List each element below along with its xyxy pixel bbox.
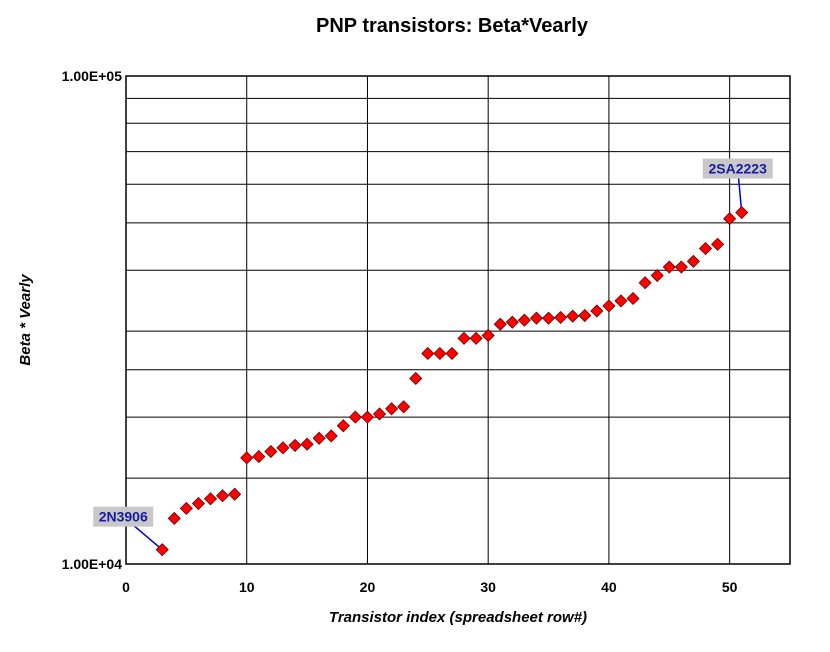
data-point (360, 410, 375, 424)
data-point (650, 268, 664, 283)
data-point (517, 313, 531, 327)
x-tick-label: 30 (480, 579, 496, 595)
data-point (240, 451, 254, 465)
data-point (590, 304, 604, 318)
data-point (529, 311, 544, 325)
data-point (505, 315, 519, 329)
gridlines (125, 75, 790, 565)
tick-labels: 0 10 20 30 40 50 1.00E+04 1.00E+05 (62, 68, 738, 595)
data-point (179, 501, 193, 515)
data-point (578, 308, 592, 323)
data-point (397, 400, 411, 414)
data-markers (155, 205, 749, 557)
data-point (276, 441, 290, 455)
data-point (155, 543, 169, 557)
data-point (674, 260, 688, 274)
annotations: 2N3906 2SA2223 (93, 158, 773, 551)
data-point (191, 496, 206, 511)
data-point (698, 241, 713, 256)
data-point (566, 309, 580, 323)
x-tick-label: 10 (239, 579, 255, 595)
data-point (614, 294, 628, 308)
annotation-box (93, 506, 154, 527)
data-point (602, 299, 616, 313)
data-point (457, 331, 471, 345)
data-point (662, 260, 676, 274)
data-point (203, 492, 218, 506)
data-point (252, 450, 266, 464)
x-tick-label: 20 (360, 579, 376, 595)
data-point (312, 431, 326, 445)
annotation-box (702, 158, 773, 179)
data-point (710, 237, 725, 251)
annotation-label: 2SA2223 (709, 161, 768, 177)
data-point (216, 489, 230, 503)
data-point (433, 346, 447, 361)
x-tick-label: 50 (722, 579, 738, 595)
x-tick-label: 0 (122, 579, 130, 595)
data-point (554, 310, 568, 325)
data-point (723, 212, 737, 226)
data-point (264, 444, 278, 459)
data-point (493, 317, 507, 331)
plot-area-frame (125, 75, 791, 565)
data-point (409, 371, 423, 386)
annotation-label: 2N3906 (99, 509, 148, 525)
data-point (445, 346, 459, 361)
x-axis-title: Transistor index (spreadsheet row#) (329, 609, 587, 626)
data-point (385, 402, 399, 416)
chart-title: PNP transistors: Beta*Vearly (316, 15, 589, 37)
data-point (300, 437, 314, 451)
y-tick-label: 1.00E+04 (62, 556, 123, 572)
data-point (481, 328, 495, 343)
data-point (167, 511, 181, 525)
data-point (469, 331, 483, 345)
data-point (686, 254, 700, 268)
data-point (421, 346, 435, 361)
data-point (336, 419, 350, 433)
data-point (735, 205, 749, 220)
data-point (288, 438, 302, 452)
y-axis-title: Beta * Vearly (17, 274, 34, 366)
y-tick-label: 1.00E+05 (62, 68, 123, 84)
data-point (638, 276, 652, 290)
data-point (228, 487, 242, 501)
x-tick-label: 40 (601, 579, 617, 595)
data-point (324, 429, 338, 443)
data-point (372, 407, 387, 421)
data-point (348, 410, 362, 424)
data-point (541, 311, 556, 325)
data-point (626, 291, 640, 306)
